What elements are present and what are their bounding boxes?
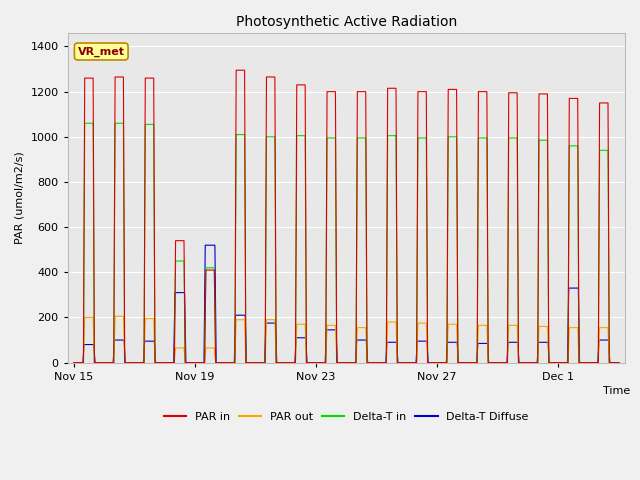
Title: Photosynthetic Active Radiation: Photosynthetic Active Radiation (236, 15, 457, 29)
Legend: PAR in, PAR out, Delta-T in, Delta-T Diffuse: PAR in, PAR out, Delta-T in, Delta-T Dif… (159, 408, 533, 427)
X-axis label: Time: Time (604, 385, 630, 396)
Text: VR_met: VR_met (77, 47, 125, 57)
Y-axis label: PAR (umol/m2/s): PAR (umol/m2/s) (15, 151, 25, 244)
